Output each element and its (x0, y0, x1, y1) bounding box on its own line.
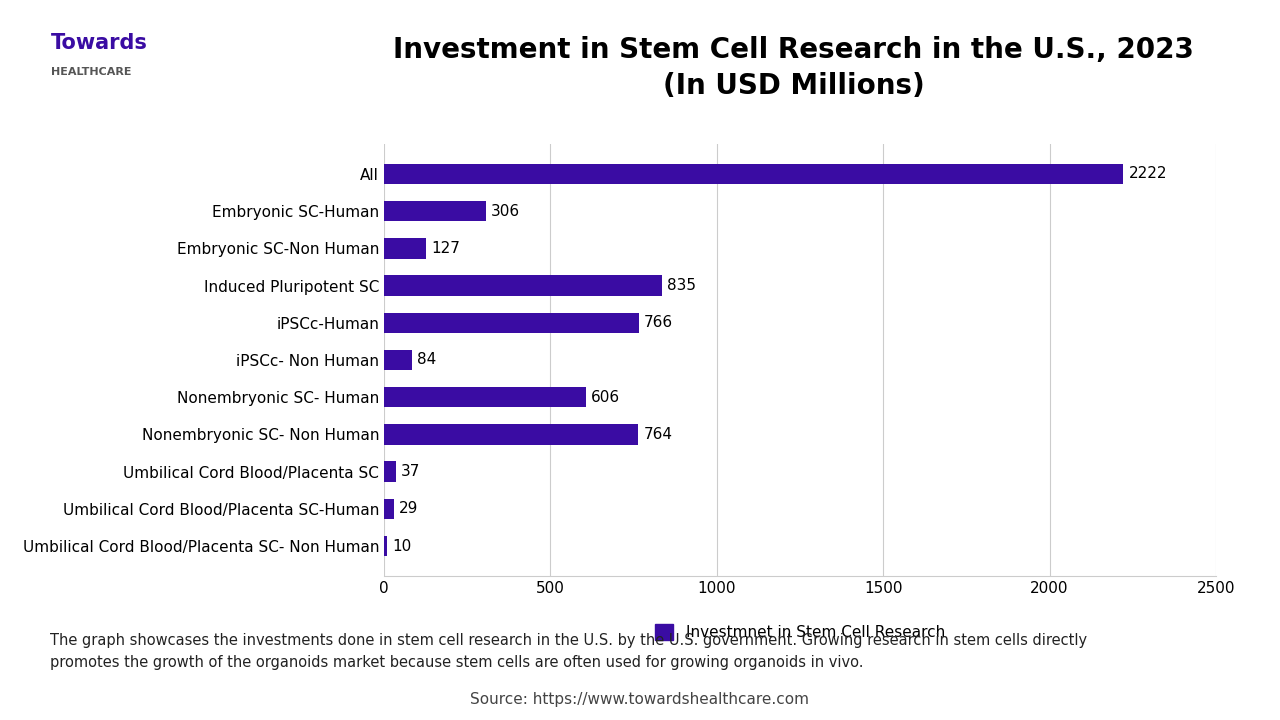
Text: (In USD Millions): (In USD Millions) (663, 73, 924, 100)
Text: 37: 37 (402, 464, 421, 480)
Bar (384, 424, 639, 445)
Text: 766: 766 (644, 315, 673, 330)
Bar (384, 275, 662, 296)
Text: Source: https://www.towardshealthcare.com: Source: https://www.towardshealthcare.co… (471, 692, 809, 707)
Text: 764: 764 (644, 427, 672, 442)
Bar (384, 238, 426, 258)
Bar (384, 387, 586, 408)
Text: 10: 10 (392, 539, 412, 554)
Bar (384, 201, 486, 221)
Text: HEALTHCARE: HEALTHCARE (51, 67, 132, 77)
Text: 835: 835 (667, 278, 696, 293)
Legend: Investmnet in Stem Cell Research: Investmnet in Stem Cell Research (649, 618, 951, 646)
Text: 127: 127 (431, 240, 460, 256)
Text: 606: 606 (590, 390, 620, 405)
Text: Investment in Stem Cell Research in the U.S., 2023: Investment in Stem Cell Research in the … (393, 37, 1194, 64)
Bar (384, 163, 1124, 184)
Bar (384, 350, 412, 370)
Text: Towards: Towards (51, 33, 148, 53)
Text: 306: 306 (490, 204, 520, 219)
Text: 2222: 2222 (1129, 166, 1167, 181)
Text: 29: 29 (398, 501, 419, 516)
Bar (384, 536, 388, 557)
Bar (384, 462, 397, 482)
Text: 84: 84 (417, 353, 436, 367)
Bar (384, 312, 639, 333)
Text: The graph showcases the investments done in stem cell research in the U.S. by th: The graph showcases the investments done… (50, 633, 1088, 670)
Bar (384, 499, 394, 519)
